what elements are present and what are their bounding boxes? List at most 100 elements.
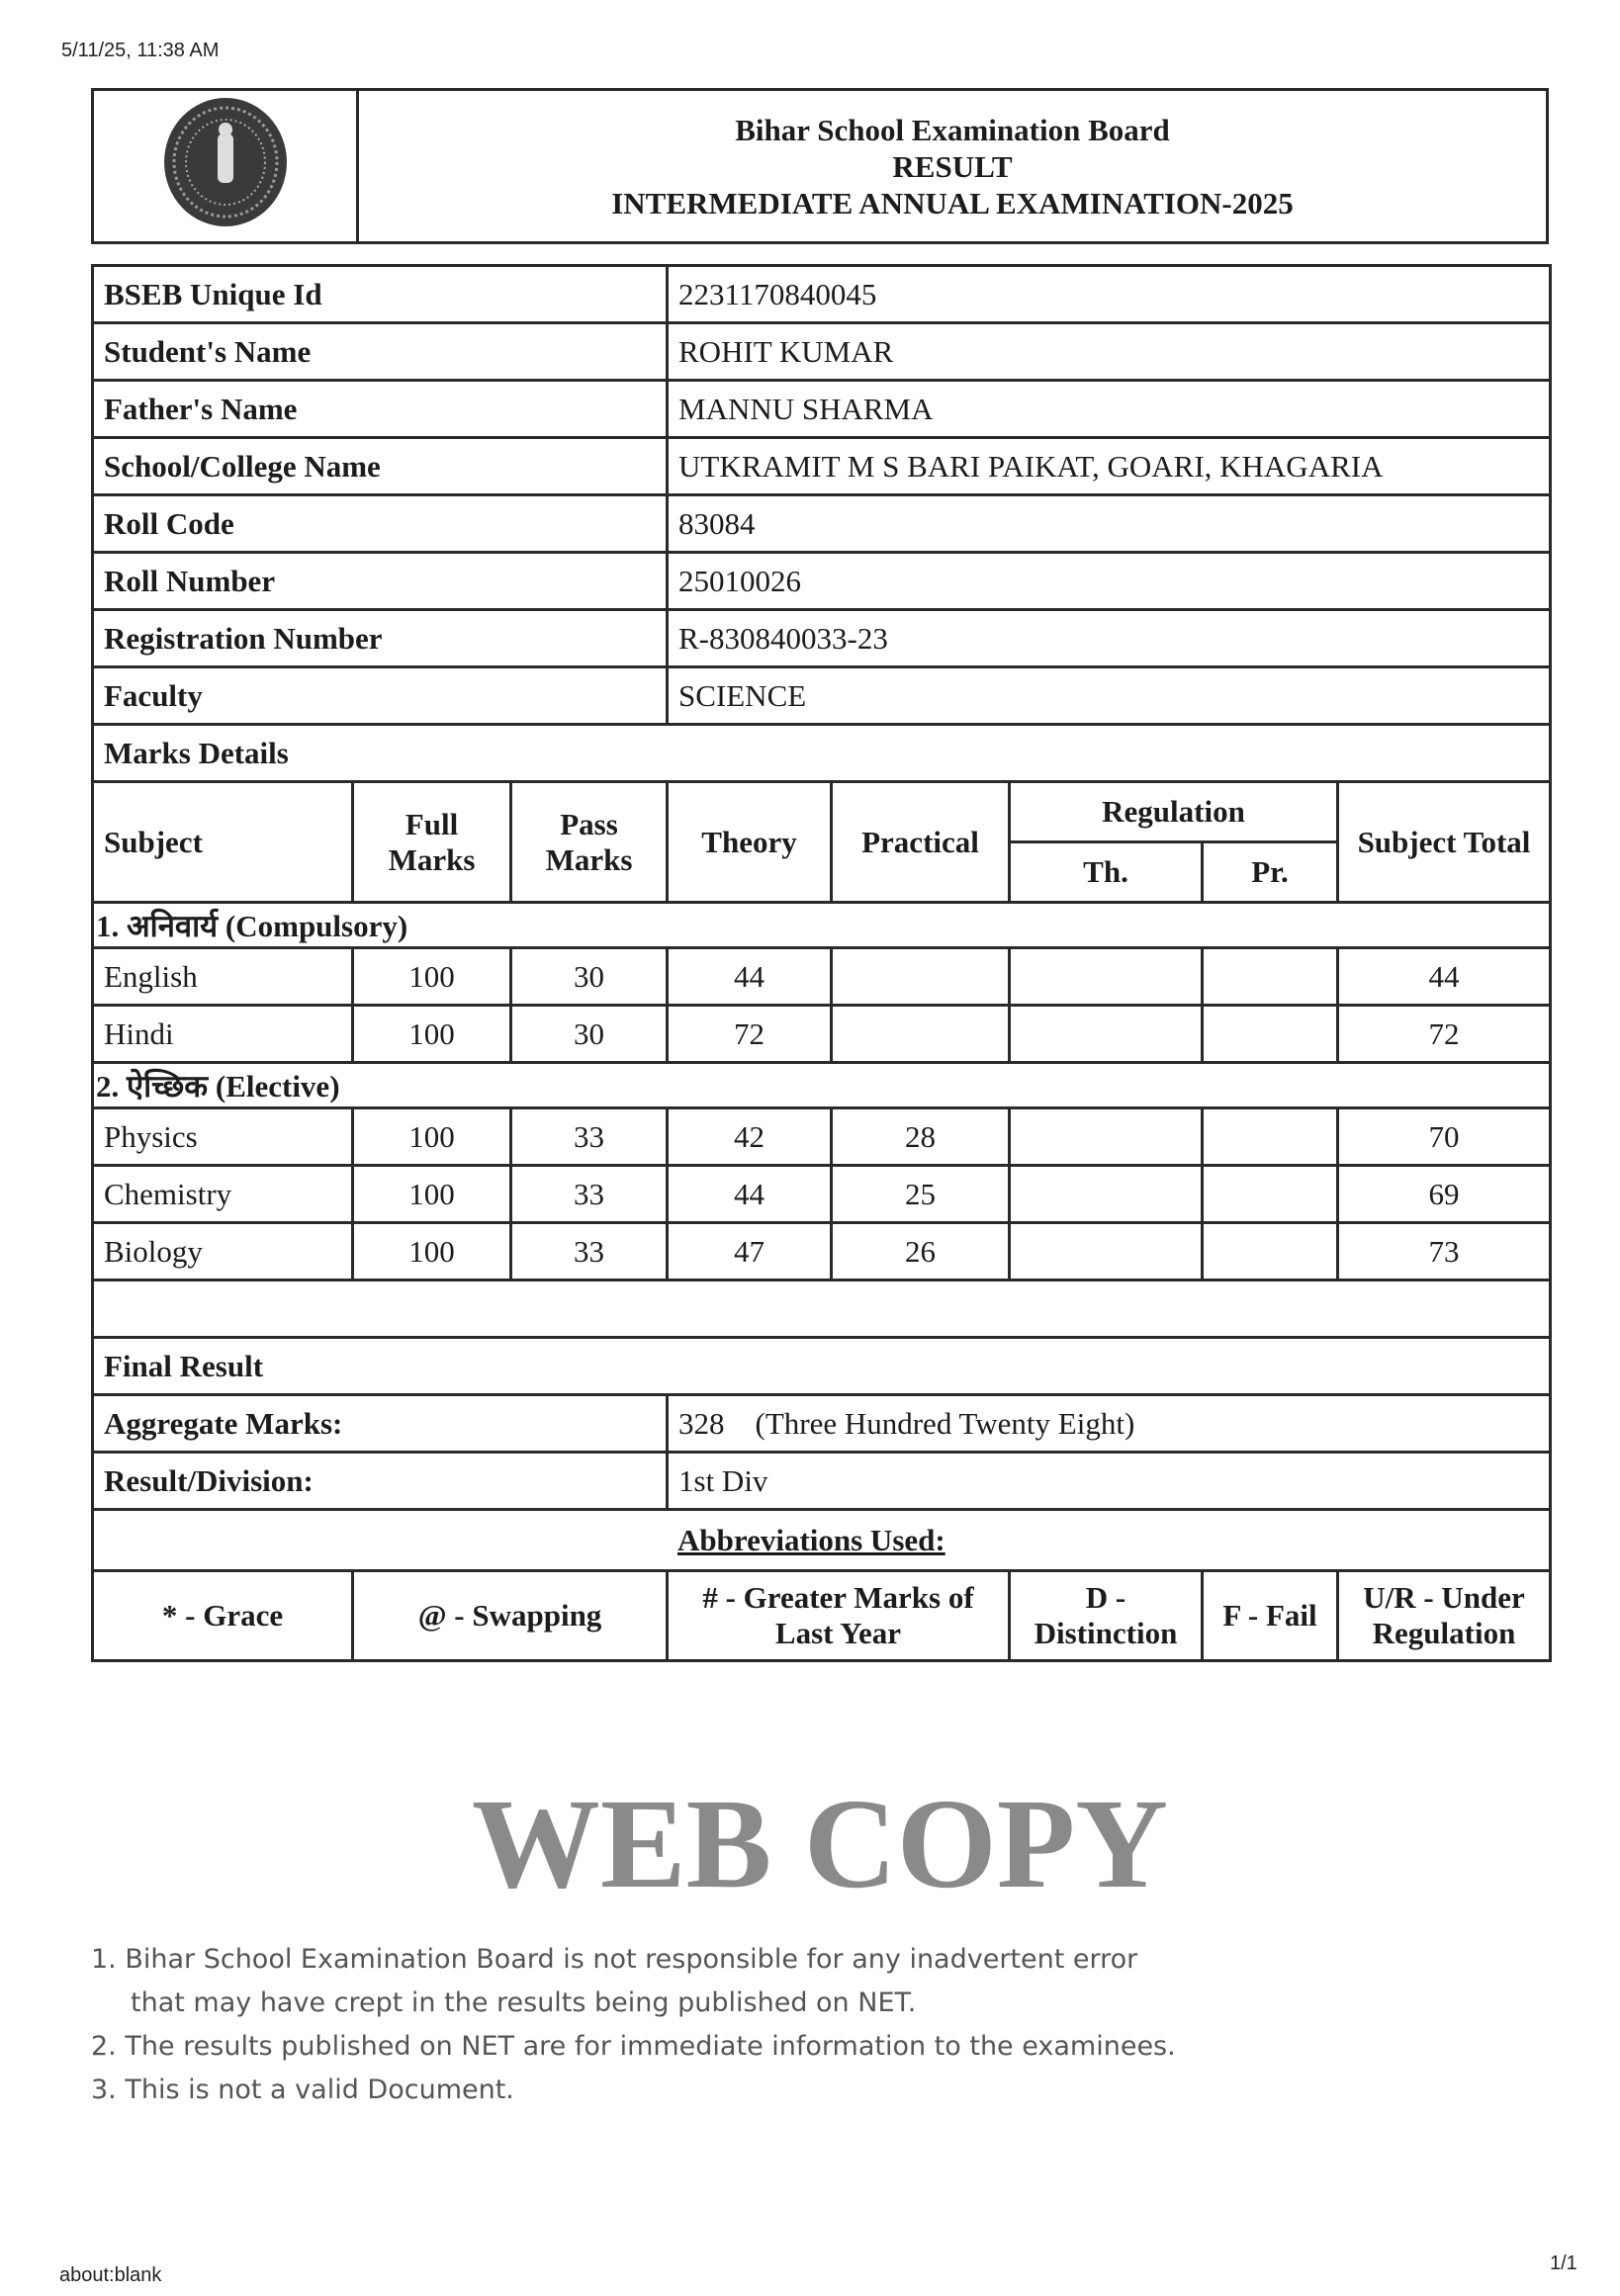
info-value: SCIENCE bbox=[666, 665, 1552, 726]
info-value: 83084 bbox=[666, 493, 1552, 554]
abbr-grace: * - Grace bbox=[91, 1569, 354, 1662]
disclaimer-line: 2. The results published on NET are for … bbox=[91, 2031, 1176, 2062]
full-marks: 100 bbox=[351, 1164, 512, 1224]
final-result-title: Final Result bbox=[91, 1336, 1552, 1396]
subject-total: 72 bbox=[1336, 1004, 1552, 1064]
subject-total: 44 bbox=[1336, 946, 1552, 1007]
pass-marks: 33 bbox=[509, 1221, 669, 1281]
regulation-theory bbox=[1008, 1164, 1204, 1224]
info-row: Faculty SCIENCE bbox=[91, 665, 1552, 726]
info-value: UTKRAMIT M S BARI PAIKAT, GOARI, KHAGARI… bbox=[666, 436, 1552, 496]
col-reg-practical: Pr. bbox=[1201, 840, 1339, 904]
practical-marks: 25 bbox=[830, 1164, 1011, 1224]
division-value: 1st Div bbox=[666, 1451, 1552, 1511]
info-row: Registration Number R-830840033-23 bbox=[91, 608, 1552, 668]
info-value: 2231170840045 bbox=[666, 264, 1552, 324]
bseb-seal-icon bbox=[163, 97, 287, 226]
full-marks: 100 bbox=[351, 1106, 512, 1167]
marks-details-title: Marks Details bbox=[91, 723, 1552, 783]
theory-marks: 44 bbox=[666, 946, 833, 1007]
abbreviations-title-cell: Abbreviations Used: bbox=[91, 1508, 1552, 1572]
subject-row: Hindi 100 30 72 72 bbox=[91, 1004, 1552, 1064]
aggregate-value: 328 bbox=[678, 1405, 725, 1441]
info-row: Student's Name ROHIT KUMAR bbox=[91, 321, 1552, 382]
practical-marks bbox=[830, 1004, 1011, 1064]
abbr-under-regulation: U/R - Under Regulation bbox=[1336, 1569, 1552, 1662]
web-copy-watermark: WEB COPY bbox=[471, 1773, 1169, 1915]
info-label: BSEB Unique Id bbox=[91, 264, 669, 324]
pass-marks: 30 bbox=[509, 946, 669, 1007]
full-marks: 100 bbox=[351, 1004, 512, 1064]
col-pass-marks: Pass Marks bbox=[509, 780, 669, 904]
col-subject: Subject bbox=[91, 780, 354, 904]
header-title-block: Bihar School Examination Board RESULT IN… bbox=[356, 88, 1549, 244]
info-row: BSEB Unique Id 2231170840045 bbox=[91, 264, 1552, 324]
pass-marks: 33 bbox=[509, 1106, 669, 1167]
theory-marks: 72 bbox=[666, 1004, 833, 1064]
result-table: BSEB Unique Id 2231170840045 Student's Nam… bbox=[91, 264, 1552, 1662]
theory-marks: 44 bbox=[666, 1164, 833, 1224]
full-marks: 100 bbox=[351, 1221, 512, 1281]
info-value: R-830840033-23 bbox=[666, 608, 1552, 668]
disclaimer-line: 1. Bihar School Examination Board is not… bbox=[91, 1944, 1138, 1975]
division-label: Result/Division: bbox=[91, 1451, 669, 1511]
regulation-theory bbox=[1008, 1106, 1204, 1167]
practical-marks bbox=[830, 946, 1011, 1007]
info-label: Faculty bbox=[91, 665, 669, 726]
abbr-greater-marks: # - Greater Marks of Last Year bbox=[666, 1569, 1011, 1662]
subject-total: 69 bbox=[1336, 1164, 1552, 1224]
regulation-practical bbox=[1201, 1106, 1339, 1167]
regulation-practical bbox=[1201, 946, 1339, 1007]
abbreviations-title: Abbreviations Used: bbox=[677, 1522, 945, 1557]
col-reg-theory: Th. bbox=[1008, 840, 1204, 904]
info-label: Roll Number bbox=[91, 551, 669, 611]
blank-row bbox=[91, 1279, 1552, 1339]
disclaimer-line: 3. This is not a valid Document. bbox=[91, 2075, 514, 2105]
subject-row: Biology 100 33 47 26 73 bbox=[91, 1221, 1552, 1281]
print-timestamp: 5/11/25, 11:38 AM bbox=[61, 40, 220, 61]
info-label: Student's Name bbox=[91, 321, 669, 382]
info-row: School/College Name UTKRAMIT M S BARI PAI… bbox=[91, 436, 1552, 496]
info-value: ROHIT KUMAR bbox=[666, 321, 1552, 382]
section-title: 1. अनिवार्य (Compulsory) bbox=[91, 901, 1552, 949]
info-label: Father's Name bbox=[91, 379, 669, 439]
regulation-practical bbox=[1201, 1221, 1339, 1281]
page-url: about:blank bbox=[59, 2264, 162, 2286]
abbr-fail: F - Fail bbox=[1201, 1569, 1339, 1662]
col-regulation: Regulation bbox=[1008, 780, 1339, 843]
col-theory: Theory bbox=[666, 780, 833, 904]
logo-cell bbox=[91, 88, 359, 244]
disclaimer-line: that may have crept in the results being… bbox=[131, 1987, 917, 2018]
info-label: Registration Number bbox=[91, 608, 669, 668]
practical-marks: 26 bbox=[830, 1221, 1011, 1281]
document-type: RESULT bbox=[892, 148, 1013, 184]
pass-marks: 30 bbox=[509, 1004, 669, 1064]
info-row: Roll Number 25010026 bbox=[91, 551, 1552, 611]
subject-total: 73 bbox=[1336, 1221, 1552, 1281]
section-title: 2. ऐच्छिक (Elective) bbox=[91, 1061, 1552, 1109]
subject-total: 70 bbox=[1336, 1106, 1552, 1167]
board-name: Bihar School Examination Board bbox=[735, 112, 1170, 147]
subject-name: Biology bbox=[91, 1221, 354, 1281]
disclaimer-watermark: 1. Bihar School Examination Board is not… bbox=[91, 1938, 1549, 2112]
exam-name: INTERMEDIATE ANNUAL EXAMINATION-2025 bbox=[611, 185, 1294, 221]
subject-name: English bbox=[91, 946, 354, 1007]
info-row: Roll Code 83084 bbox=[91, 493, 1552, 554]
subject-row: Physics 100 33 42 28 70 bbox=[91, 1106, 1552, 1167]
theory-marks: 42 bbox=[666, 1106, 833, 1167]
regulation-practical bbox=[1201, 1164, 1339, 1224]
info-label: Roll Code bbox=[91, 493, 669, 554]
aggregate-words: (Three Hundred Twenty Eight) bbox=[755, 1405, 1135, 1441]
full-marks: 100 bbox=[351, 946, 512, 1007]
aggregate-cell: 328 (Three Hundred Twenty Eight) bbox=[666, 1393, 1552, 1454]
aggregate-label: Aggregate Marks: bbox=[91, 1393, 669, 1454]
info-value: MANNU SHARMA bbox=[666, 379, 1552, 439]
result-header: Bihar School Examination Board RESULT IN… bbox=[91, 88, 1549, 244]
subject-name: Physics bbox=[91, 1106, 354, 1167]
subject-name: Chemistry bbox=[91, 1164, 354, 1224]
practical-marks: 28 bbox=[830, 1106, 1011, 1167]
abbr-distinction: D - Distinction bbox=[1008, 1569, 1204, 1662]
abbr-swapping: @ - Swapping bbox=[351, 1569, 669, 1662]
theory-marks: 47 bbox=[666, 1221, 833, 1281]
pass-marks: 33 bbox=[509, 1164, 669, 1224]
